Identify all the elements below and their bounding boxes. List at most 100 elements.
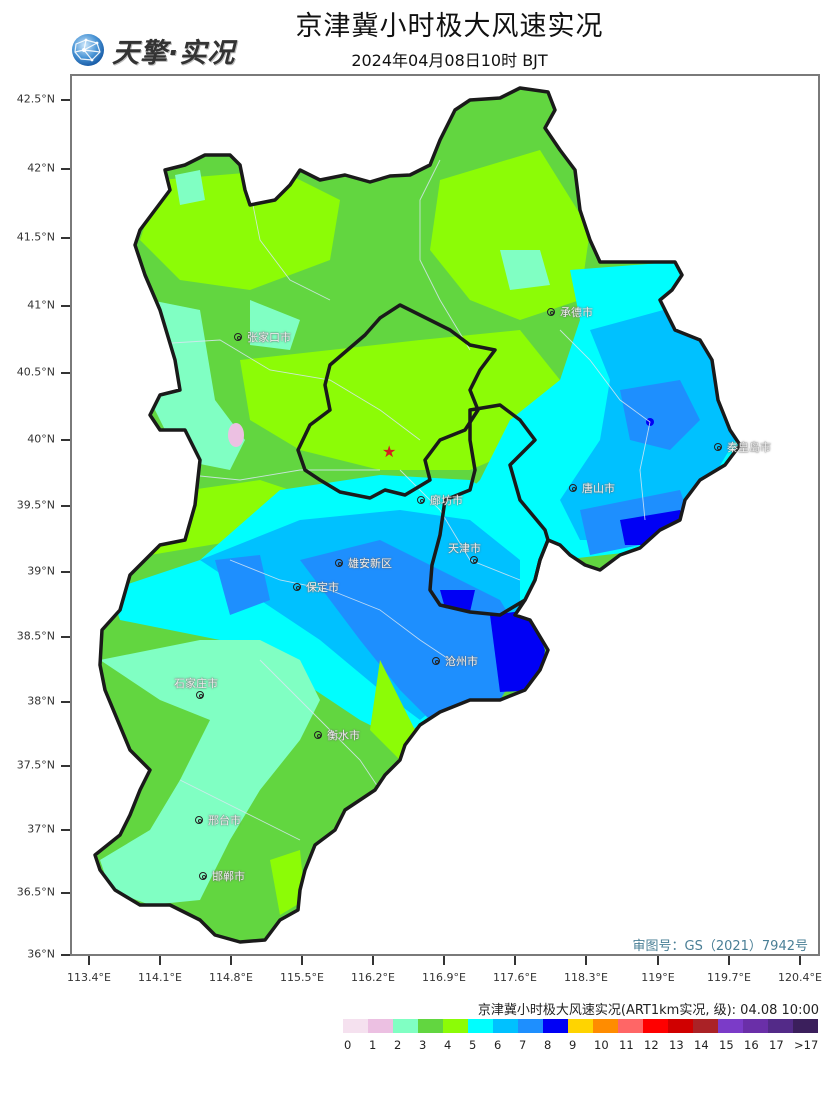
- x-tick-label: 113.4°E: [67, 971, 111, 984]
- y-tick: [61, 237, 70, 239]
- city-label: 邯郸市: [212, 870, 245, 883]
- y-tick: [61, 305, 70, 307]
- y-tick: [61, 99, 70, 101]
- legend-swatch: [718, 1019, 743, 1033]
- legend-label: 9: [569, 1038, 577, 1052]
- legend-swatch: [518, 1019, 543, 1033]
- page-title: 京津冀小时极大风速实况: [295, 11, 604, 42]
- city-marker-icon: [199, 872, 207, 880]
- page-subtitle: 2024年04月08日10时 BJT: [351, 51, 548, 70]
- city-marker-icon: [432, 657, 440, 665]
- x-tick-label: 114.8°E: [209, 971, 253, 984]
- city-label: 天津市: [448, 542, 481, 555]
- legend-label: 13: [669, 1038, 684, 1052]
- y-tick-label: 36.5°N: [16, 885, 55, 899]
- city-label: 秦皇岛市: [727, 441, 771, 454]
- legend-swatch: [668, 1019, 693, 1033]
- beijing-border: [296, 303, 497, 500]
- map-frame[interactable]: [70, 74, 820, 956]
- x-tick-label: 114.1°E: [138, 971, 182, 984]
- legend-swatch: [768, 1019, 793, 1033]
- city-marker-icon: [547, 308, 555, 316]
- y-tick-label: 40.5°N: [16, 365, 55, 379]
- legend-label: 7: [519, 1038, 527, 1052]
- y-tick: [61, 892, 70, 894]
- y-tick: [61, 439, 70, 441]
- legend-labels: 0 1 2 3 4 5 6 7 8 9 10 11 12 13 14 15 16 17 >17: [343, 1038, 818, 1052]
- legend-label: 6: [494, 1038, 502, 1052]
- legend-swatch: [493, 1019, 518, 1033]
- legend-swatch: [368, 1019, 393, 1033]
- city-label: 张家口市: [247, 331, 291, 344]
- y-tick-label: 38.5°N: [16, 629, 55, 643]
- legend-label: 11: [619, 1038, 634, 1052]
- x-tick-label: 115.5°E: [280, 971, 324, 984]
- legend-swatch: [568, 1019, 593, 1033]
- legend-title: 京津冀小时极大风速实况(ART1km实况, 级): 04.08 10:00: [477, 1003, 819, 1018]
- x-tick: [514, 956, 516, 965]
- legend-label: 1: [369, 1038, 377, 1052]
- y-tick-label: 36°N: [27, 947, 55, 961]
- city-marker-icon: [234, 333, 242, 341]
- legend-label: 3: [419, 1038, 427, 1052]
- x-tick-label: 117.6°E: [493, 971, 537, 984]
- y-tick-label: 37.5°N: [16, 758, 55, 772]
- legend-color-bar: [343, 1019, 818, 1033]
- legend-swatch: [693, 1019, 718, 1033]
- y-tick-label: 37°N: [27, 822, 55, 836]
- legend-label: 4: [444, 1038, 452, 1052]
- legend-label: 12: [644, 1038, 659, 1052]
- y-tick-label: 42.5°N: [16, 92, 55, 106]
- legend-swatch: [443, 1019, 468, 1033]
- city-marker-icon: [195, 816, 203, 824]
- city-marker-icon: [714, 443, 722, 451]
- x-tick-label: 116.2°E: [351, 971, 395, 984]
- map-approval-number: 审图号：GS（2021）7942号: [632, 939, 809, 954]
- x-tick: [301, 956, 303, 965]
- y-tick-label: 39°N: [27, 564, 55, 578]
- legend-label: 0: [344, 1038, 352, 1052]
- tianjin-border: [428, 403, 550, 617]
- logo: 天擎·实况: [70, 30, 235, 70]
- legend-label: 17: [769, 1038, 784, 1052]
- y-tick: [61, 571, 70, 573]
- legend-label: >17: [794, 1038, 819, 1052]
- y-tick-label: 41.5°N: [16, 230, 55, 244]
- x-tick: [799, 956, 801, 965]
- legend-swatch: [418, 1019, 443, 1033]
- city-marker-icon: [417, 496, 425, 504]
- city-label: 邢台市: [208, 814, 241, 827]
- logo-text: 天擎·实况: [112, 37, 236, 69]
- y-tick: [61, 829, 70, 831]
- y-tick: [61, 505, 70, 507]
- legend-swatch: [468, 1019, 493, 1033]
- y-tick: [61, 372, 70, 374]
- legend-label: 8: [544, 1038, 552, 1052]
- city-marker-icon: [196, 691, 204, 699]
- city-marker-icon: [335, 559, 343, 567]
- x-tick-label: 116.9°E: [422, 971, 466, 984]
- x-tick-label: 120.4°E: [778, 971, 822, 984]
- legend-label: 2: [394, 1038, 402, 1052]
- legend-swatch: [743, 1019, 768, 1033]
- legend-swatch: [793, 1019, 818, 1033]
- legend-swatch: [593, 1019, 618, 1033]
- legend-label: 5: [469, 1038, 477, 1052]
- hebei-border: [93, 86, 742, 944]
- x-tick: [372, 956, 374, 965]
- legend-label: 14: [694, 1038, 709, 1052]
- city-marker-icon: [314, 731, 322, 739]
- legend-label: 15: [719, 1038, 734, 1052]
- x-tick-label: 119°E: [641, 971, 675, 984]
- y-tick: [61, 168, 70, 170]
- x-tick: [443, 956, 445, 965]
- y-tick-label: 38°N: [27, 694, 55, 708]
- y-tick-label: 41°N: [27, 298, 55, 312]
- globe-network-icon: [72, 34, 104, 66]
- city-label: 廊坊市: [430, 494, 463, 507]
- city-label: 沧州市: [445, 655, 478, 668]
- city-marker-icon: [569, 484, 577, 492]
- x-tick: [230, 956, 232, 965]
- wind-speed-map[interactable]: [72, 76, 818, 954]
- city-label: 雄安新区: [348, 557, 392, 570]
